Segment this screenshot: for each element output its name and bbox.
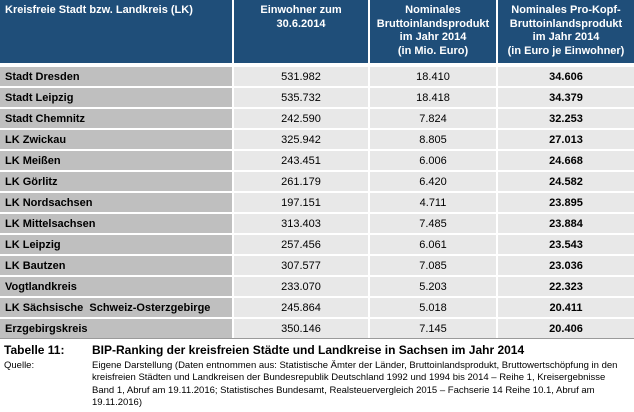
- bip-value: 7.145: [370, 319, 496, 338]
- row-label: LK Leipzig: [0, 235, 232, 254]
- row-label: LK Meißen: [0, 151, 232, 170]
- row-label: Stadt Leipzig: [0, 88, 232, 107]
- einwohner-value: 531.982: [234, 67, 368, 86]
- einwohner-value: 233.070: [234, 277, 368, 296]
- bip-pro-kopf-value: 34.606: [498, 67, 634, 86]
- bip-value: 7.085: [370, 256, 496, 275]
- bip-pro-kopf-value: 24.668: [498, 151, 634, 170]
- row-label: LK Mittelsachsen: [0, 214, 232, 233]
- bip-pro-kopf-value: 22.323: [498, 277, 634, 296]
- column-header-einwohner: Einwohner zum 30.6.2014: [234, 0, 368, 63]
- row-label: Stadt Chemnitz: [0, 109, 232, 128]
- einwohner-value: 245.864: [234, 298, 368, 317]
- table-caption-title: BIP-Ranking der kreisfreien Städte und L…: [92, 343, 525, 357]
- bip-value: 5.018: [370, 298, 496, 317]
- bip-pro-kopf-value: 24.582: [498, 172, 634, 191]
- bip-pro-kopf-value: 23.036: [498, 256, 634, 275]
- bip-value: 6.061: [370, 235, 496, 254]
- bip-pro-kopf-value: 32.253: [498, 109, 634, 128]
- bip-pro-kopf-value: 23.543: [498, 235, 634, 254]
- row-label: LK Nordsachsen: [0, 193, 232, 212]
- einwohner-value: 313.403: [234, 214, 368, 233]
- bip-pro-kopf-value: 23.884: [498, 214, 634, 233]
- bip-pro-kopf-value: 23.895: [498, 193, 634, 212]
- bip-value: 7.824: [370, 109, 496, 128]
- row-label: LK Zwickau: [0, 130, 232, 149]
- bip-value: 6.006: [370, 151, 496, 170]
- einwohner-value: 325.942: [234, 130, 368, 149]
- einwohner-value: 197.151: [234, 193, 368, 212]
- bip-value: 8.805: [370, 130, 496, 149]
- row-label: LK Sächsische Schweiz-Osterzgebirge: [0, 298, 232, 317]
- table-caption-label: Tabelle 11:: [4, 343, 65, 357]
- einwohner-value: 535.732: [234, 88, 368, 107]
- source-label: Quelle:: [4, 360, 35, 371]
- einwohner-value: 257.456: [234, 235, 368, 254]
- table-body: Stadt Dresden 531.982 18.410 34.606 Stad…: [0, 67, 634, 339]
- row-label: LK Görlitz: [0, 172, 232, 191]
- column-header-kreis: Kreisfreie Stadt bzw. Landkreis (LK): [0, 0, 232, 63]
- einwohner-value: 261.179: [234, 172, 368, 191]
- bip-pro-kopf-value: 34.379: [498, 88, 634, 107]
- einwohner-value: 350.146: [234, 319, 368, 338]
- column-header-bip-pro-kopf: Nominales Pro-Kopf- Bruttoinlandsprodukt…: [498, 0, 634, 63]
- bip-pro-kopf-value: 27.013: [498, 130, 634, 149]
- einwohner-value: 242.590: [234, 109, 368, 128]
- bip-value: 6.420: [370, 172, 496, 191]
- bip-value: 18.410: [370, 67, 496, 86]
- source-text: Eigene Darstellung (Daten entnommen aus:…: [92, 360, 618, 409]
- bip-value: 18.418: [370, 88, 496, 107]
- row-label: LK Bautzen: [0, 256, 232, 275]
- einwohner-value: 307.577: [234, 256, 368, 275]
- row-label: Vogtlandkreis: [0, 277, 232, 296]
- row-label: Stadt Dresden: [0, 67, 232, 86]
- row-label: Erzgebirgskreis: [0, 319, 232, 338]
- column-header-bip: Nominales Bruttoinlandsprodukt im Jahr 2…: [370, 0, 496, 63]
- table-header-row: Kreisfreie Stadt bzw. Landkreis (LK) Ein…: [0, 0, 634, 63]
- bip-value: 5.203: [370, 277, 496, 296]
- bip-pro-kopf-value: 20.406: [498, 319, 634, 338]
- bip-pro-kopf-value: 20.411: [498, 298, 634, 317]
- bip-value: 7.485: [370, 214, 496, 233]
- einwohner-value: 243.451: [234, 151, 368, 170]
- bip-value: 4.711: [370, 193, 496, 212]
- table-caption: Tabelle 11: BIP-Ranking der kreisfreien …: [0, 343, 634, 410]
